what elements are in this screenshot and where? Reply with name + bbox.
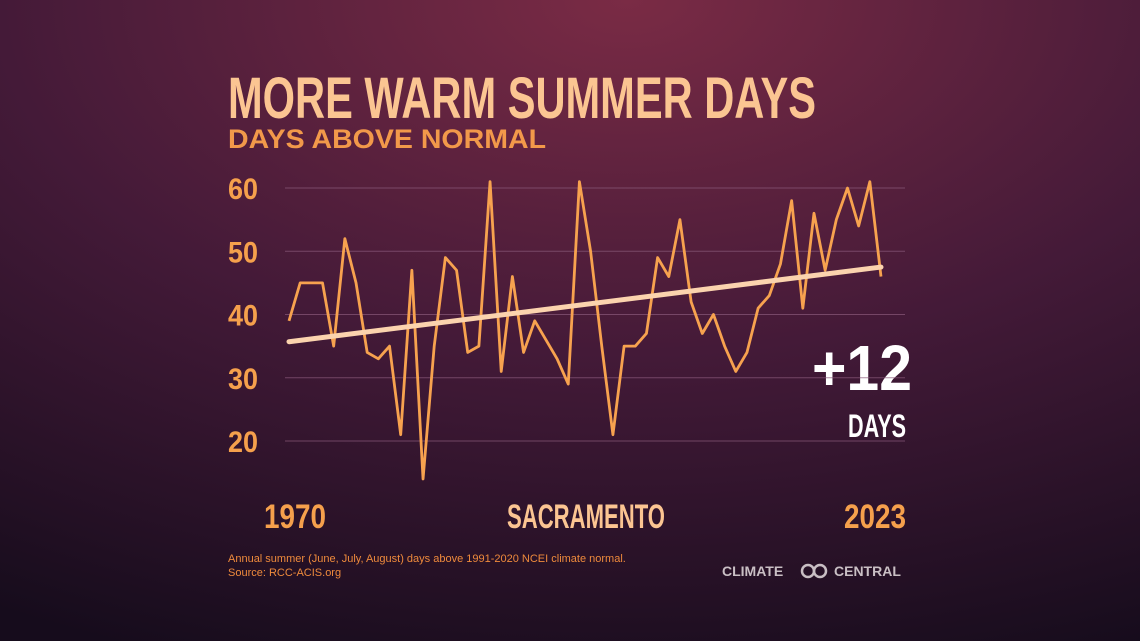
annotation-value: +12 — [812, 332, 912, 404]
y-tick-label: 40 — [228, 300, 258, 333]
chart-title: MORE WARM SUMMER DAYS — [228, 66, 816, 131]
y-tick-label: 60 — [228, 173, 258, 206]
annotation-unit: DAYS — [848, 408, 906, 444]
trend-line — [286, 264, 884, 345]
chart-subtitle: DAYS ABOVE NORMAL — [228, 124, 546, 154]
y-tick-label: 50 — [228, 236, 258, 269]
footnote: Annual summer (June, July, August) days … — [228, 553, 626, 565]
x-tick-label: 1970 — [264, 498, 326, 536]
brand-logo — [800, 563, 828, 579]
location-label: SACRAMENTO — [507, 498, 665, 536]
data-line — [287, 180, 883, 481]
x-tick-label: 2023 — [844, 498, 906, 536]
brand-name: CLIMATE CENTRAL — [722, 563, 901, 579]
y-tick-label: 20 — [228, 426, 258, 459]
y-tick-label: 30 — [228, 363, 258, 396]
footnote: Source: RCC-ACIS.org — [228, 567, 341, 579]
